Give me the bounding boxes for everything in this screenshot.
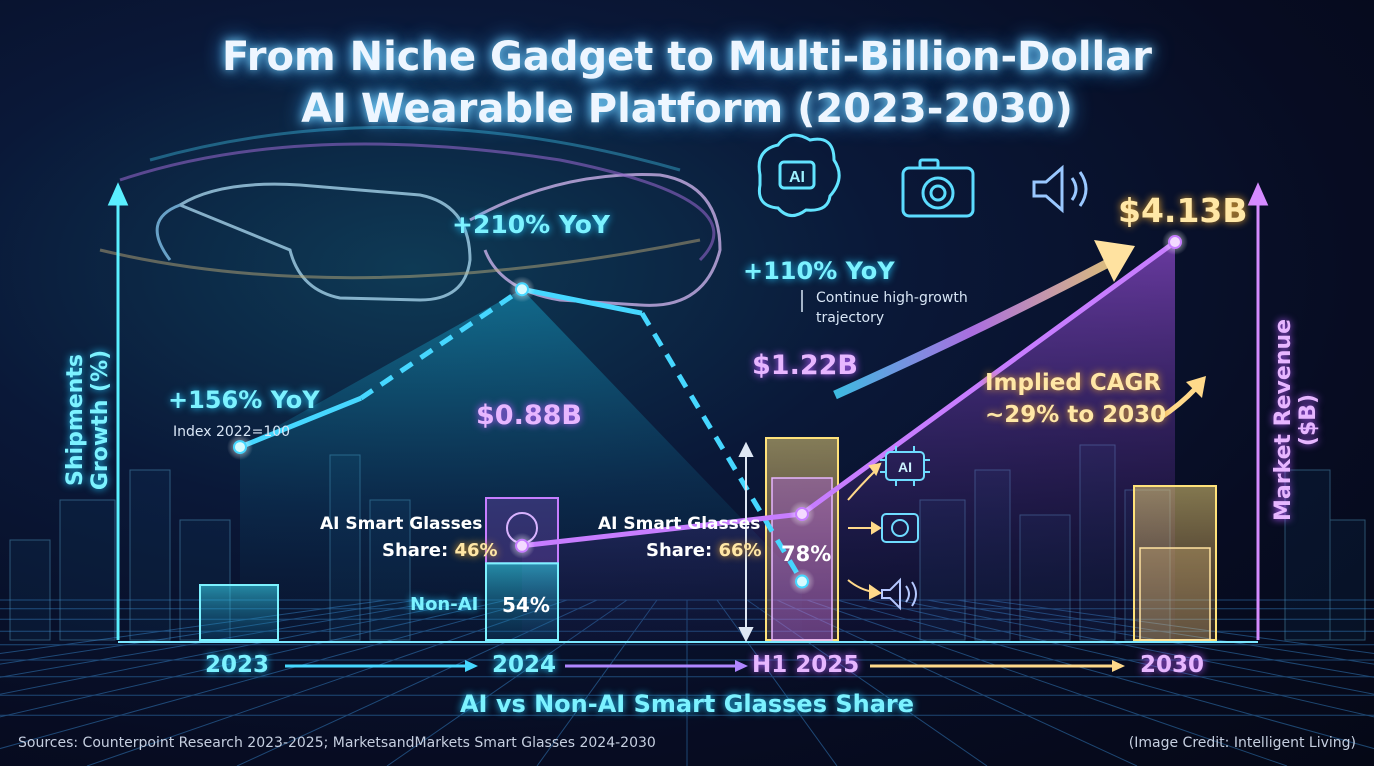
city-building — [1329, 519, 1366, 641]
city-building — [129, 469, 171, 641]
share-2025-ai-label: AI Smart Glasses — [598, 514, 761, 534]
label-2024-growth: +210% YoY — [452, 210, 610, 239]
x-label-h1-2025: H1 2025 — [752, 652, 860, 678]
growth-marker — [233, 440, 247, 455]
title-line-1: From Niche Gadget to Multi-Billion-Dolla… — [222, 34, 1152, 80]
share-2024-ai-label: AI Smart Glasses — [320, 514, 483, 534]
left-axis — [107, 182, 129, 640]
share-2024-ai-row: Share: 46% — [382, 540, 498, 561]
image-credit: (Image Credit: Intelligent Living) — [1128, 735, 1356, 751]
x-label-2023: 2023 — [205, 652, 270, 678]
share-2024-ai-prefix: Share: — [382, 540, 455, 561]
brain-ai-icon-text: AI — [789, 169, 805, 186]
label-2025-revenue: $1.22B — [752, 350, 858, 381]
growth-marker — [515, 282, 529, 297]
series-markers — [227, 229, 1188, 595]
brain-ai-icon — [757, 133, 841, 217]
left-axis-label: Shipments Growth (%) — [63, 349, 113, 491]
height-bracket — [738, 441, 754, 643]
speaker-icon — [1032, 164, 1088, 214]
growth-line-dashed — [639, 311, 805, 583]
growth-line-segment — [521, 286, 643, 316]
share-2025-ai-prefix: Share: — [646, 540, 719, 561]
city-building — [59, 499, 116, 641]
bar-2024-nonai-segment — [485, 562, 559, 642]
growth-note-line-1: Continue high-growth — [816, 290, 968, 306]
sources: Sources: Counterpoint Research 2023-2025… — [18, 735, 656, 751]
revenue-marker — [515, 538, 529, 553]
share-2024-nonai-label: Non-AI — [410, 594, 479, 615]
city-building — [1284, 469, 1331, 641]
ai-chip-icon — [880, 446, 930, 486]
x-axis-title: AI vs Non-AI Smart Glasses Share — [459, 690, 915, 718]
timeline-arrows — [285, 660, 1125, 672]
label-2025-growth: +110% YoY — [743, 257, 895, 285]
bar-2025-outer — [765, 437, 839, 641]
right-axis-label: Market Revenue ($B) — [1271, 318, 1321, 522]
revenue-marker — [1168, 235, 1182, 249]
city-building — [9, 539, 51, 641]
glasses-illustration — [99, 125, 722, 307]
right-axis — [1247, 182, 1269, 640]
growth-note-line-2: trajectory — [816, 310, 885, 326]
growth-marker — [795, 574, 809, 589]
bar-2023 — [199, 584, 279, 641]
label-2023-growth: +156% YoY — [168, 386, 320, 414]
cagr-line-2: ~29% to 2030 — [985, 402, 1167, 428]
connector-arrows — [847, 462, 882, 600]
share-2025-ai-row: Share: 66% — [646, 540, 762, 561]
share-2024-ai-value: 46% — [454, 540, 498, 561]
title-line-2: AI Wearable Platform (2023-2030) — [301, 86, 1073, 132]
revenue-marker — [795, 507, 809, 522]
x-label-2024: 2024 — [492, 652, 557, 678]
x-label-2030: 2030 — [1140, 652, 1205, 678]
trend-arrow — [833, 240, 1206, 421]
index-note: Index 2022=100 — [173, 424, 291, 440]
grid-line — [0, 599, 388, 655]
speaker-small-icon — [881, 577, 917, 611]
growth-line-segment — [239, 395, 362, 450]
share-2025-ai-value: 66% — [718, 540, 762, 561]
camera-small-icon — [881, 513, 919, 543]
cagr-line-1: Implied CAGR — [985, 370, 1162, 396]
share-2024-nonai-value: 54% — [502, 593, 550, 617]
share-2025-total-value: 78% — [781, 542, 832, 566]
growth-line-dashed — [359, 287, 524, 401]
camera-icon — [901, 158, 975, 218]
revenue-area — [522, 242, 1175, 640]
share-bars — [199, 437, 1217, 642]
bar-2030-inner — [1139, 547, 1211, 641]
ai-chip-icon-text: AI — [898, 459, 912, 475]
label-2024-revenue: $0.88B — [476, 400, 582, 431]
label-2030-revenue: $4.13B — [1118, 191, 1248, 230]
